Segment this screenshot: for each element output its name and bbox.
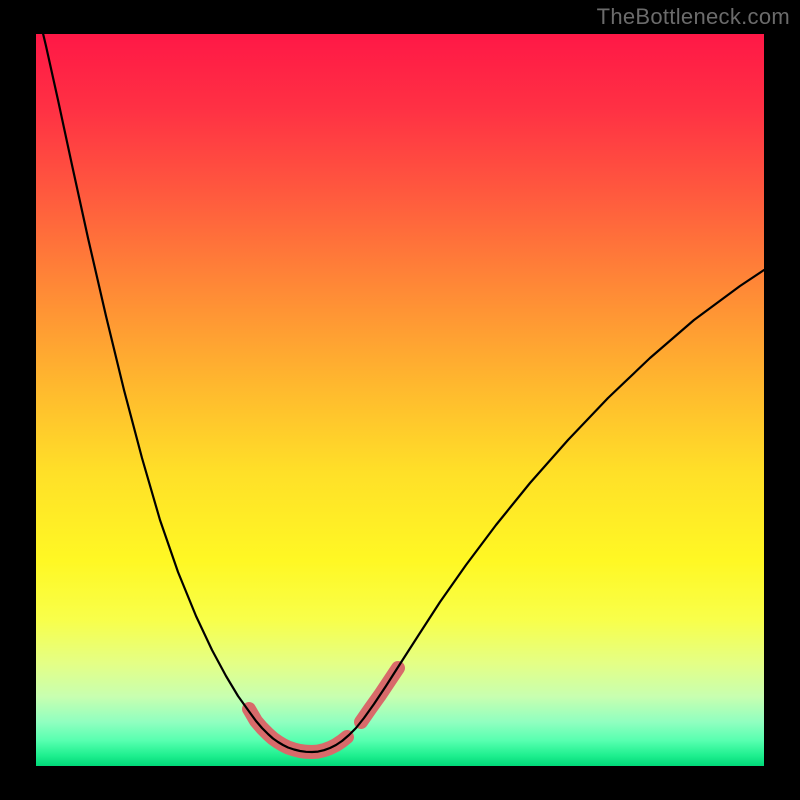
marker-segments — [249, 668, 398, 752]
chart-stage: TheBottleneck.com — [0, 0, 800, 800]
overlay-svg — [0, 0, 800, 800]
watermark-text: TheBottleneck.com — [597, 4, 790, 30]
bottleneck-curve — [36, 4, 764, 752]
